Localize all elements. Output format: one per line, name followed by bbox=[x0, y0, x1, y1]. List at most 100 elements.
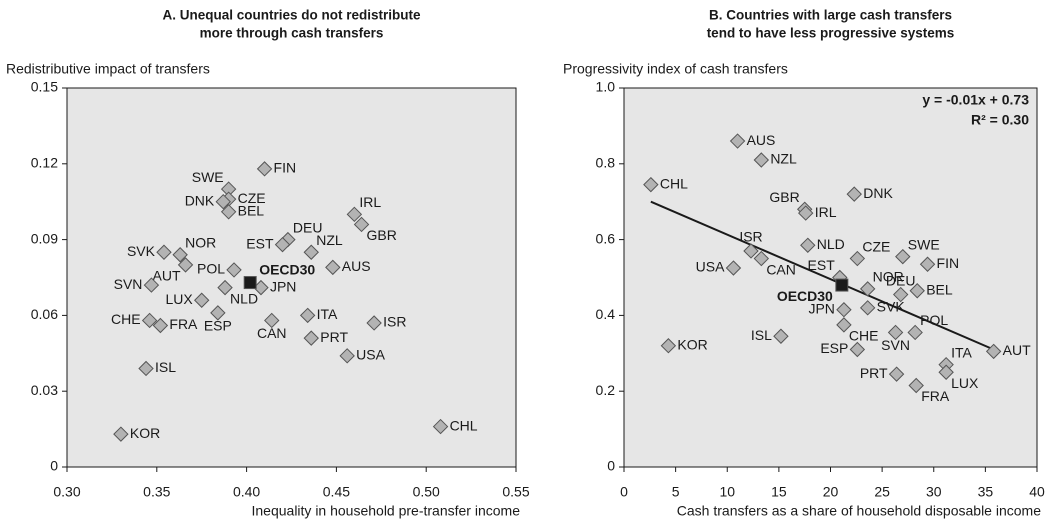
point-label: SWE bbox=[192, 169, 224, 185]
point bbox=[893, 286, 909, 303]
point-label: IRL bbox=[815, 204, 837, 220]
point bbox=[193, 292, 210, 308]
plot-area bbox=[623, 87, 1038, 468]
point-label: USA bbox=[356, 347, 385, 363]
point-label: SWE bbox=[908, 236, 940, 252]
y-tick-label: 0.15 bbox=[31, 79, 58, 95]
point bbox=[643, 176, 659, 193]
point bbox=[220, 204, 237, 220]
point bbox=[753, 152, 770, 168]
point-label: FRA bbox=[169, 316, 198, 332]
point-label: KOR bbox=[130, 425, 160, 441]
point-label: OECD30 bbox=[259, 261, 315, 277]
point-label: FIN bbox=[274, 160, 297, 176]
point-label: DEU bbox=[886, 272, 916, 288]
point-label: EST bbox=[246, 235, 274, 251]
chart-title: more through cash transfers bbox=[200, 26, 384, 41]
y-tick-label: 0.8 bbox=[596, 155, 616, 171]
point bbox=[299, 307, 316, 324]
y-axis-label: Redistributive impact of transfers bbox=[6, 61, 210, 77]
point-label: CHE bbox=[849, 328, 879, 344]
x-tick-label: 15 bbox=[771, 484, 787, 500]
point-label: NLD bbox=[230, 290, 258, 306]
point bbox=[346, 206, 363, 223]
point-label: SVK bbox=[127, 243, 156, 259]
point bbox=[909, 283, 925, 299]
y-tick-label: 0.06 bbox=[31, 306, 58, 322]
point bbox=[798, 205, 814, 221]
point bbox=[172, 247, 188, 263]
point-label: CHE bbox=[111, 311, 141, 327]
point-label: SVN bbox=[114, 276, 143, 292]
chart-title: tend to have less progressive systems bbox=[707, 26, 955, 41]
y-tick-label: 0.03 bbox=[31, 382, 58, 398]
x-tick-label: 0.50 bbox=[413, 484, 440, 500]
point-label: POL bbox=[197, 261, 225, 277]
y-tick-label: 0 bbox=[607, 458, 615, 474]
point bbox=[156, 244, 172, 260]
point-label: JPN bbox=[270, 278, 296, 294]
point bbox=[908, 377, 924, 394]
point-label: JPN bbox=[808, 300, 834, 316]
point bbox=[353, 216, 370, 233]
point-label: PRT bbox=[320, 329, 348, 345]
point-label: CHL bbox=[660, 175, 688, 191]
point bbox=[432, 418, 449, 435]
point-label: KOR bbox=[677, 336, 707, 352]
point-label: ITA bbox=[951, 344, 972, 360]
y-tick-label: 0.4 bbox=[596, 306, 616, 322]
point-label: AUS bbox=[747, 132, 776, 148]
point-label: LUX bbox=[165, 291, 193, 307]
point-label: NOR bbox=[185, 234, 216, 250]
point bbox=[303, 330, 319, 346]
y-tick-label: 0 bbox=[50, 458, 58, 474]
point-label: LUX bbox=[951, 375, 979, 391]
point-label: OECD30 bbox=[777, 288, 833, 304]
x-tick-label: 10 bbox=[719, 484, 735, 500]
y-axis-label: Progressivity index of cash transfers bbox=[563, 61, 788, 77]
y-tick-label: 0.2 bbox=[596, 382, 616, 398]
x-tick-label: 0.35 bbox=[143, 484, 170, 500]
point-label: AUT bbox=[153, 268, 181, 284]
point-label: USA bbox=[696, 259, 725, 275]
point-label: NOR bbox=[873, 269, 904, 285]
point-label: PRT bbox=[860, 365, 888, 381]
chart-title: B. Countries with large cash transfers bbox=[709, 8, 952, 23]
point bbox=[152, 317, 169, 334]
x-tick-label: 0.40 bbox=[233, 484, 260, 500]
point bbox=[210, 305, 226, 321]
point-label: CZE bbox=[862, 238, 890, 254]
point-label: AUT bbox=[1003, 342, 1031, 358]
point-label: CAN bbox=[257, 325, 287, 341]
point bbox=[143, 277, 160, 293]
point-label: CHL bbox=[450, 417, 478, 433]
point bbox=[303, 244, 319, 260]
point-label: GBR bbox=[367, 227, 397, 243]
point bbox=[243, 276, 257, 290]
chart-title: A. Unequal countries do not redistribute bbox=[162, 8, 421, 23]
point bbox=[888, 366, 905, 382]
point-label: DNK bbox=[185, 192, 215, 208]
point-label: NZL bbox=[316, 232, 343, 248]
point-label: DNK bbox=[863, 185, 893, 201]
y-tick-label: 0.12 bbox=[31, 155, 58, 171]
point-label: POL bbox=[920, 312, 948, 328]
point bbox=[846, 186, 862, 202]
point bbox=[177, 257, 194, 273]
point bbox=[849, 341, 866, 358]
point bbox=[836, 302, 852, 318]
point bbox=[366, 315, 382, 331]
point-label: GBR bbox=[769, 189, 799, 205]
point-label: NZL bbox=[770, 151, 797, 167]
x-tick-label: 25 bbox=[874, 484, 890, 500]
x-tick-label: 0.45 bbox=[323, 484, 350, 500]
point-label: AUS bbox=[342, 258, 371, 274]
x-tick-label: 0.55 bbox=[502, 484, 529, 500]
point bbox=[256, 161, 273, 177]
trend-line bbox=[650, 200, 995, 351]
point-label: ISR bbox=[383, 314, 406, 330]
point bbox=[217, 279, 233, 296]
point bbox=[729, 133, 746, 149]
x-tick-label: 20 bbox=[823, 484, 839, 500]
